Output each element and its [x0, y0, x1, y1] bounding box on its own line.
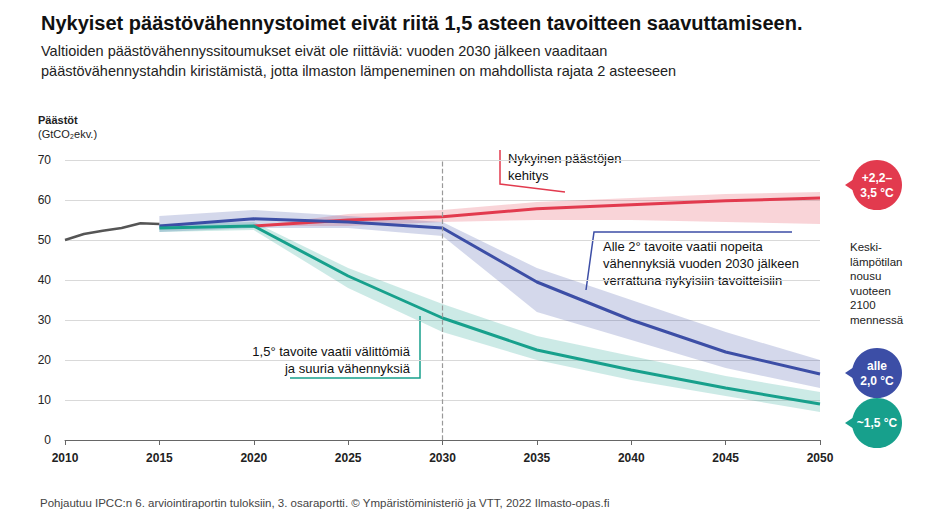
- svg-text:2100: 2100: [850, 299, 876, 311]
- svg-text:Päästöt: Päästöt: [38, 114, 78, 126]
- svg-text:lämpötilan: lämpötilan: [850, 256, 902, 268]
- svg-text:~1,5 °C: ~1,5 °C: [857, 416, 898, 430]
- svg-text:ja suuria vähennyksiä: ja suuria vähennyksiä: [284, 361, 411, 376]
- svg-text:60: 60: [38, 193, 52, 207]
- svg-text:20: 20: [38, 353, 52, 367]
- svg-text:2035: 2035: [524, 451, 551, 465]
- svg-text:2045: 2045: [712, 451, 739, 465]
- svg-text:2025: 2025: [335, 451, 362, 465]
- svg-text:2030: 2030: [429, 451, 456, 465]
- svg-text:Valtioiden päästövähennyssitou: Valtioiden päästövähennyssitoumukset eiv…: [41, 43, 607, 59]
- svg-text:Alle 2° tavoite vaatii nopeita: Alle 2° tavoite vaatii nopeita: [603, 239, 764, 254]
- svg-text:2050: 2050: [807, 451, 834, 465]
- svg-text:0: 0: [44, 433, 51, 447]
- svg-text:3,5 °C: 3,5 °C: [860, 186, 894, 200]
- svg-text:mennessä: mennessä: [850, 314, 904, 326]
- svg-text:40: 40: [38, 273, 52, 287]
- svg-text:2015: 2015: [146, 451, 173, 465]
- svg-text:(GtCO₂ekv.): (GtCO₂ekv.): [38, 128, 97, 140]
- svg-text:päästövähennystahdin kiristämi: päästövähennystahdin kiristämistä, jotta…: [41, 63, 676, 79]
- svg-text:alle: alle: [867, 359, 887, 373]
- svg-text:Nykyinen päästöjen: Nykyinen päästöjen: [508, 151, 621, 166]
- svg-text:2020: 2020: [240, 451, 267, 465]
- svg-text:nousu: nousu: [850, 270, 881, 282]
- svg-text:+2,2–: +2,2–: [862, 171, 893, 185]
- svg-text:2040: 2040: [618, 451, 645, 465]
- svg-text:2010: 2010: [52, 451, 79, 465]
- svg-text:kehitys: kehitys: [508, 168, 549, 183]
- svg-text:vähennyksiä vuoden 2030 jälkee: vähennyksiä vuoden 2030 jälkeen: [603, 256, 799, 271]
- svg-text:70: 70: [38, 153, 52, 167]
- svg-text:vuoteen: vuoteen: [850, 285, 891, 297]
- svg-text:2,0 °C: 2,0 °C: [860, 374, 894, 388]
- svg-text:Keski-: Keski-: [850, 241, 882, 253]
- svg-text:50: 50: [38, 233, 52, 247]
- svg-text:Pohjautuu IPCC:n 6. arviointir: Pohjautuu IPCC:n 6. arviointiraportin tu…: [40, 497, 609, 509]
- svg-text:30: 30: [38, 313, 52, 327]
- svg-text:verrattuna nykyisiin tavoittei: verrattuna nykyisiin tavoitteisiin: [603, 273, 783, 288]
- svg-text:Nykyiset päästövähennystoimet: Nykyiset päästövähennystoimet eivät riit…: [41, 12, 802, 34]
- svg-text:1,5° tavoite vaatii välittömiä: 1,5° tavoite vaatii välittömiä: [252, 344, 410, 359]
- svg-text:10: 10: [38, 393, 52, 407]
